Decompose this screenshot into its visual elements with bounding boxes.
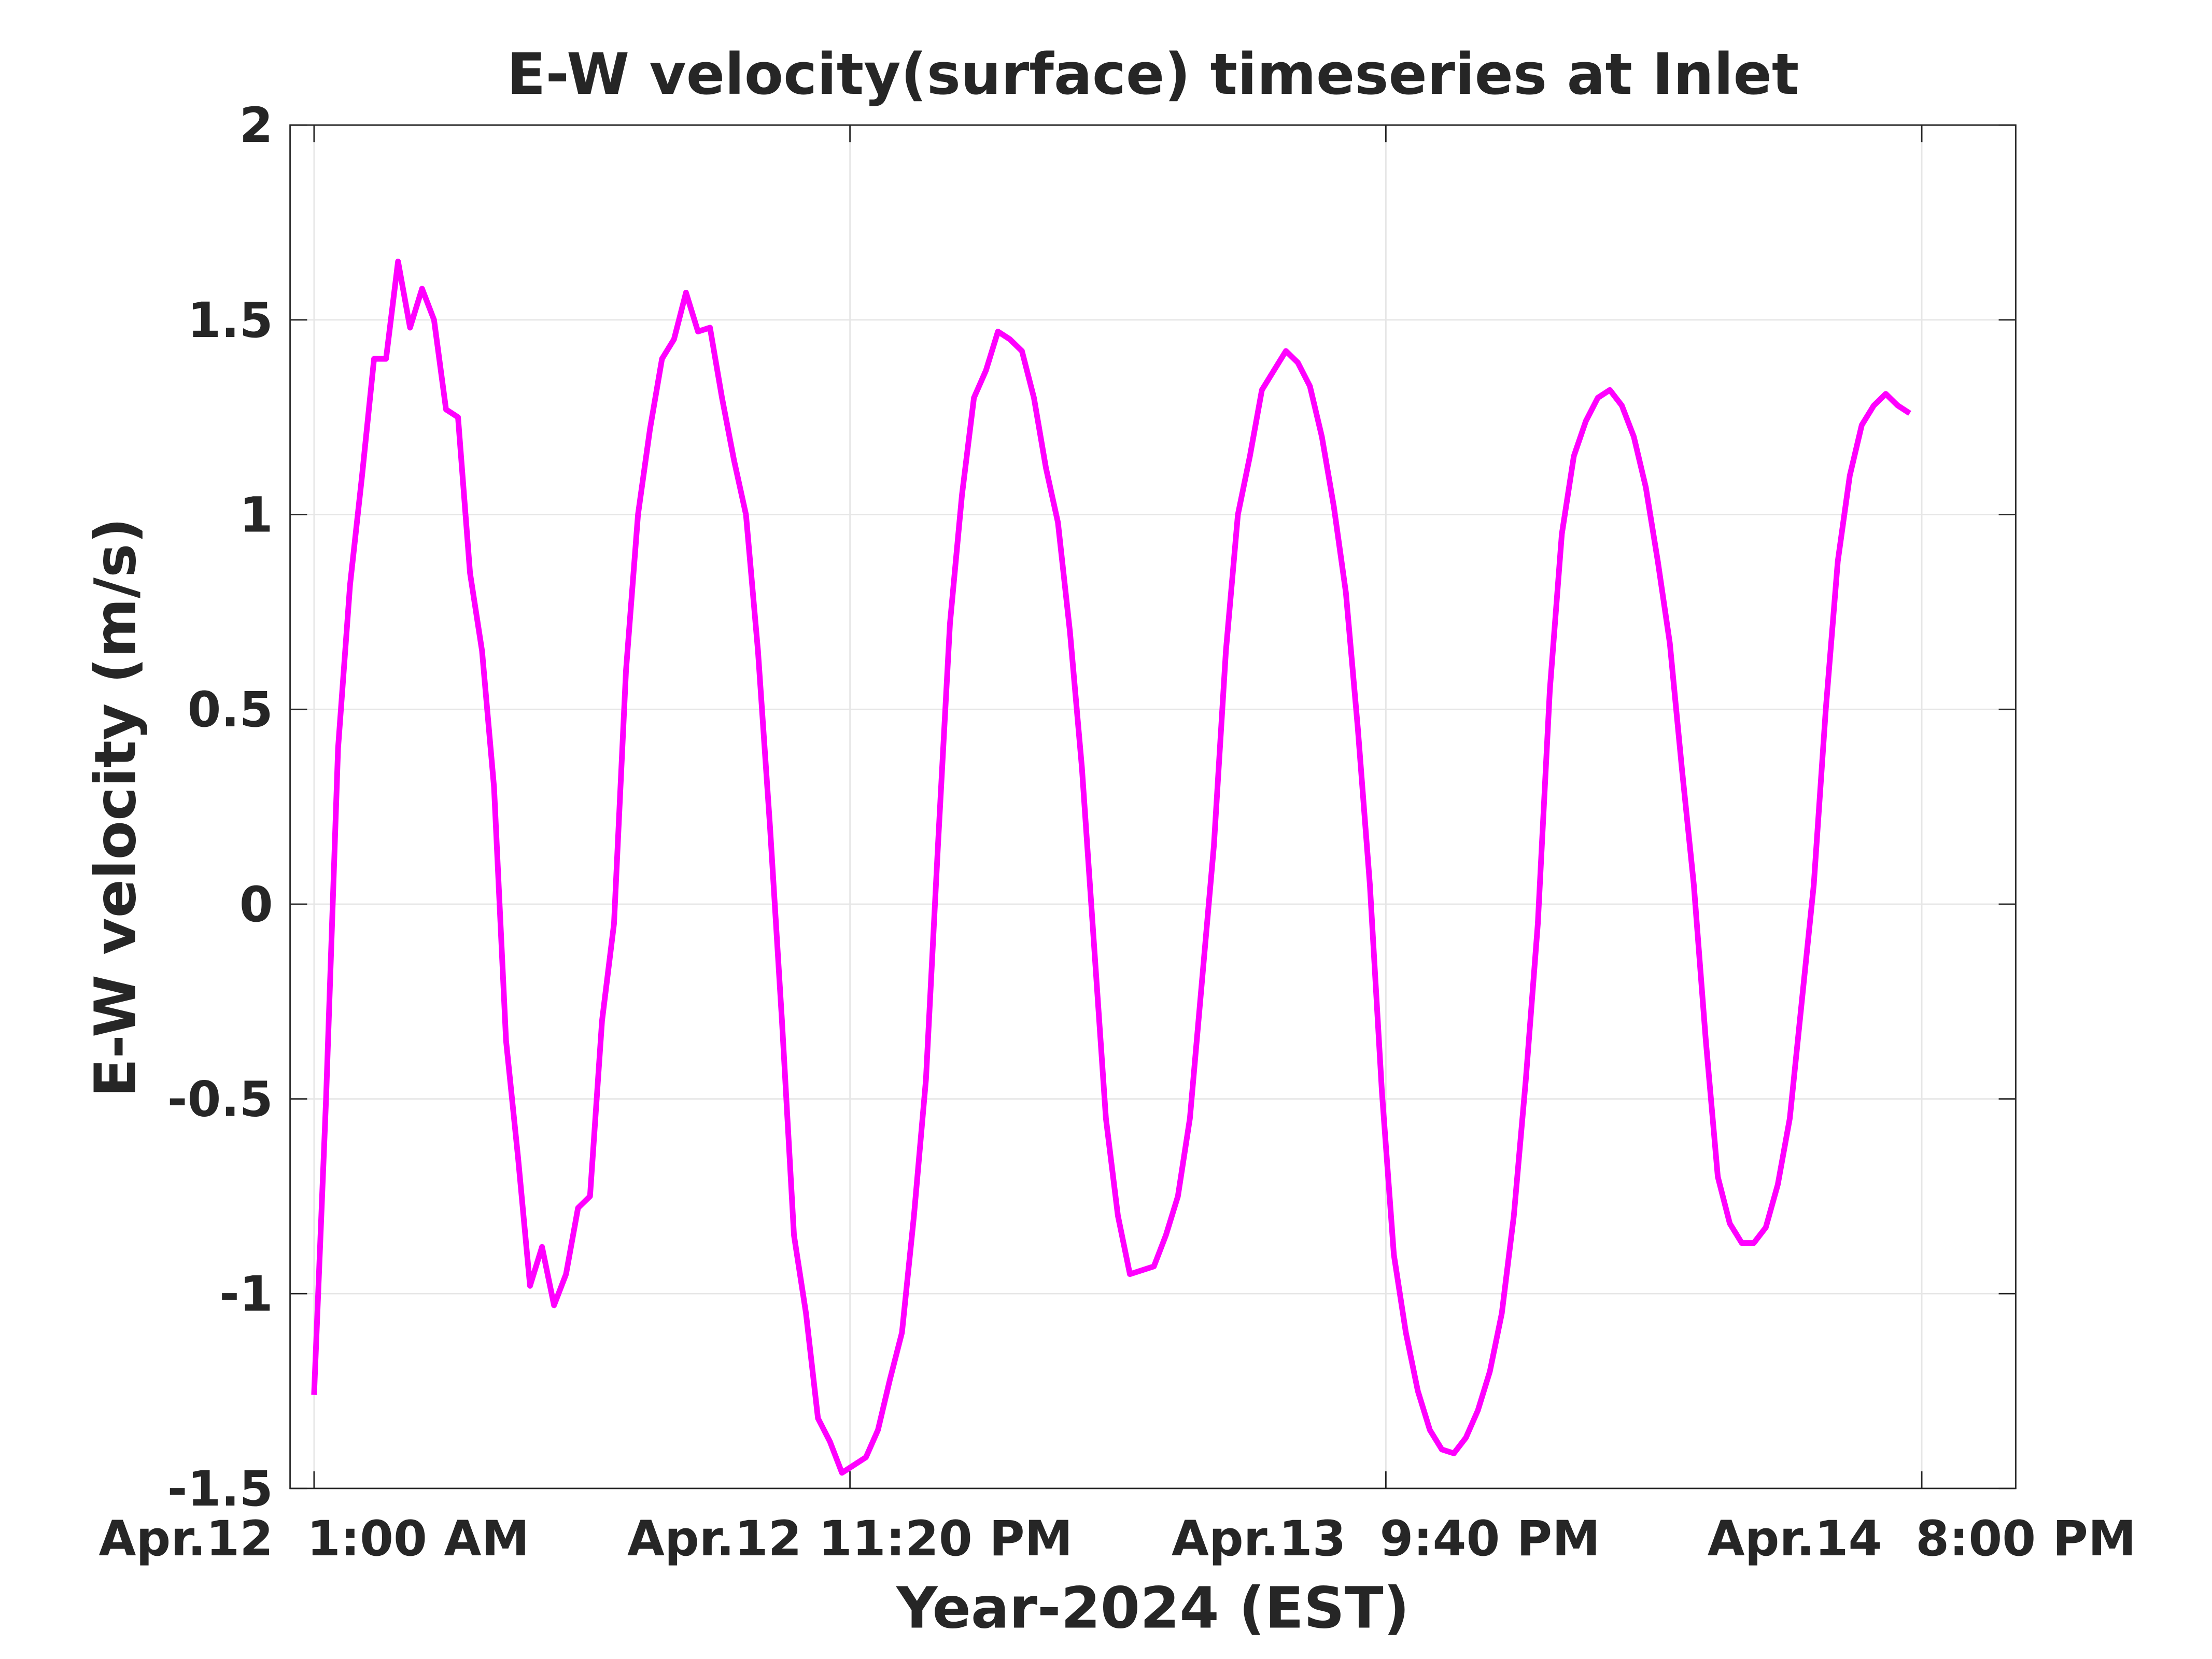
y-tick-label: 0 <box>239 876 273 933</box>
x-tick-label: Apr.12 1:00 AM <box>98 1510 529 1567</box>
axes-box <box>289 124 2017 1489</box>
x-tick-label: Apr.14 8:00 PM <box>1708 1510 2136 1567</box>
y-tick-label: 2 <box>239 97 273 153</box>
data-line <box>311 258 1911 1476</box>
y-tick-label: 1 <box>239 487 273 543</box>
y-tick-label: -1 <box>219 1266 273 1322</box>
y-tick-label: -1.5 <box>167 1460 273 1517</box>
grid-layer <box>290 124 2016 1489</box>
y-tick-label: 1.5 <box>188 292 273 348</box>
y-tick-label: -0.5 <box>167 1071 273 1128</box>
x-tick-label: Apr.13 9:40 PM <box>1172 1510 1600 1567</box>
chart-title: E-W velocity(surface) timeseries at Inle… <box>507 41 1799 107</box>
y-tick-label: 0.5 <box>188 681 273 738</box>
y-axis-label: E-W velocity (m/s) <box>82 517 149 1097</box>
x-tick-label: Apr.12 11:20 PM <box>627 1510 1073 1567</box>
plot-layer <box>311 258 1911 1476</box>
x-axis-label: Year-2024 (EST) <box>895 1575 1410 1641</box>
